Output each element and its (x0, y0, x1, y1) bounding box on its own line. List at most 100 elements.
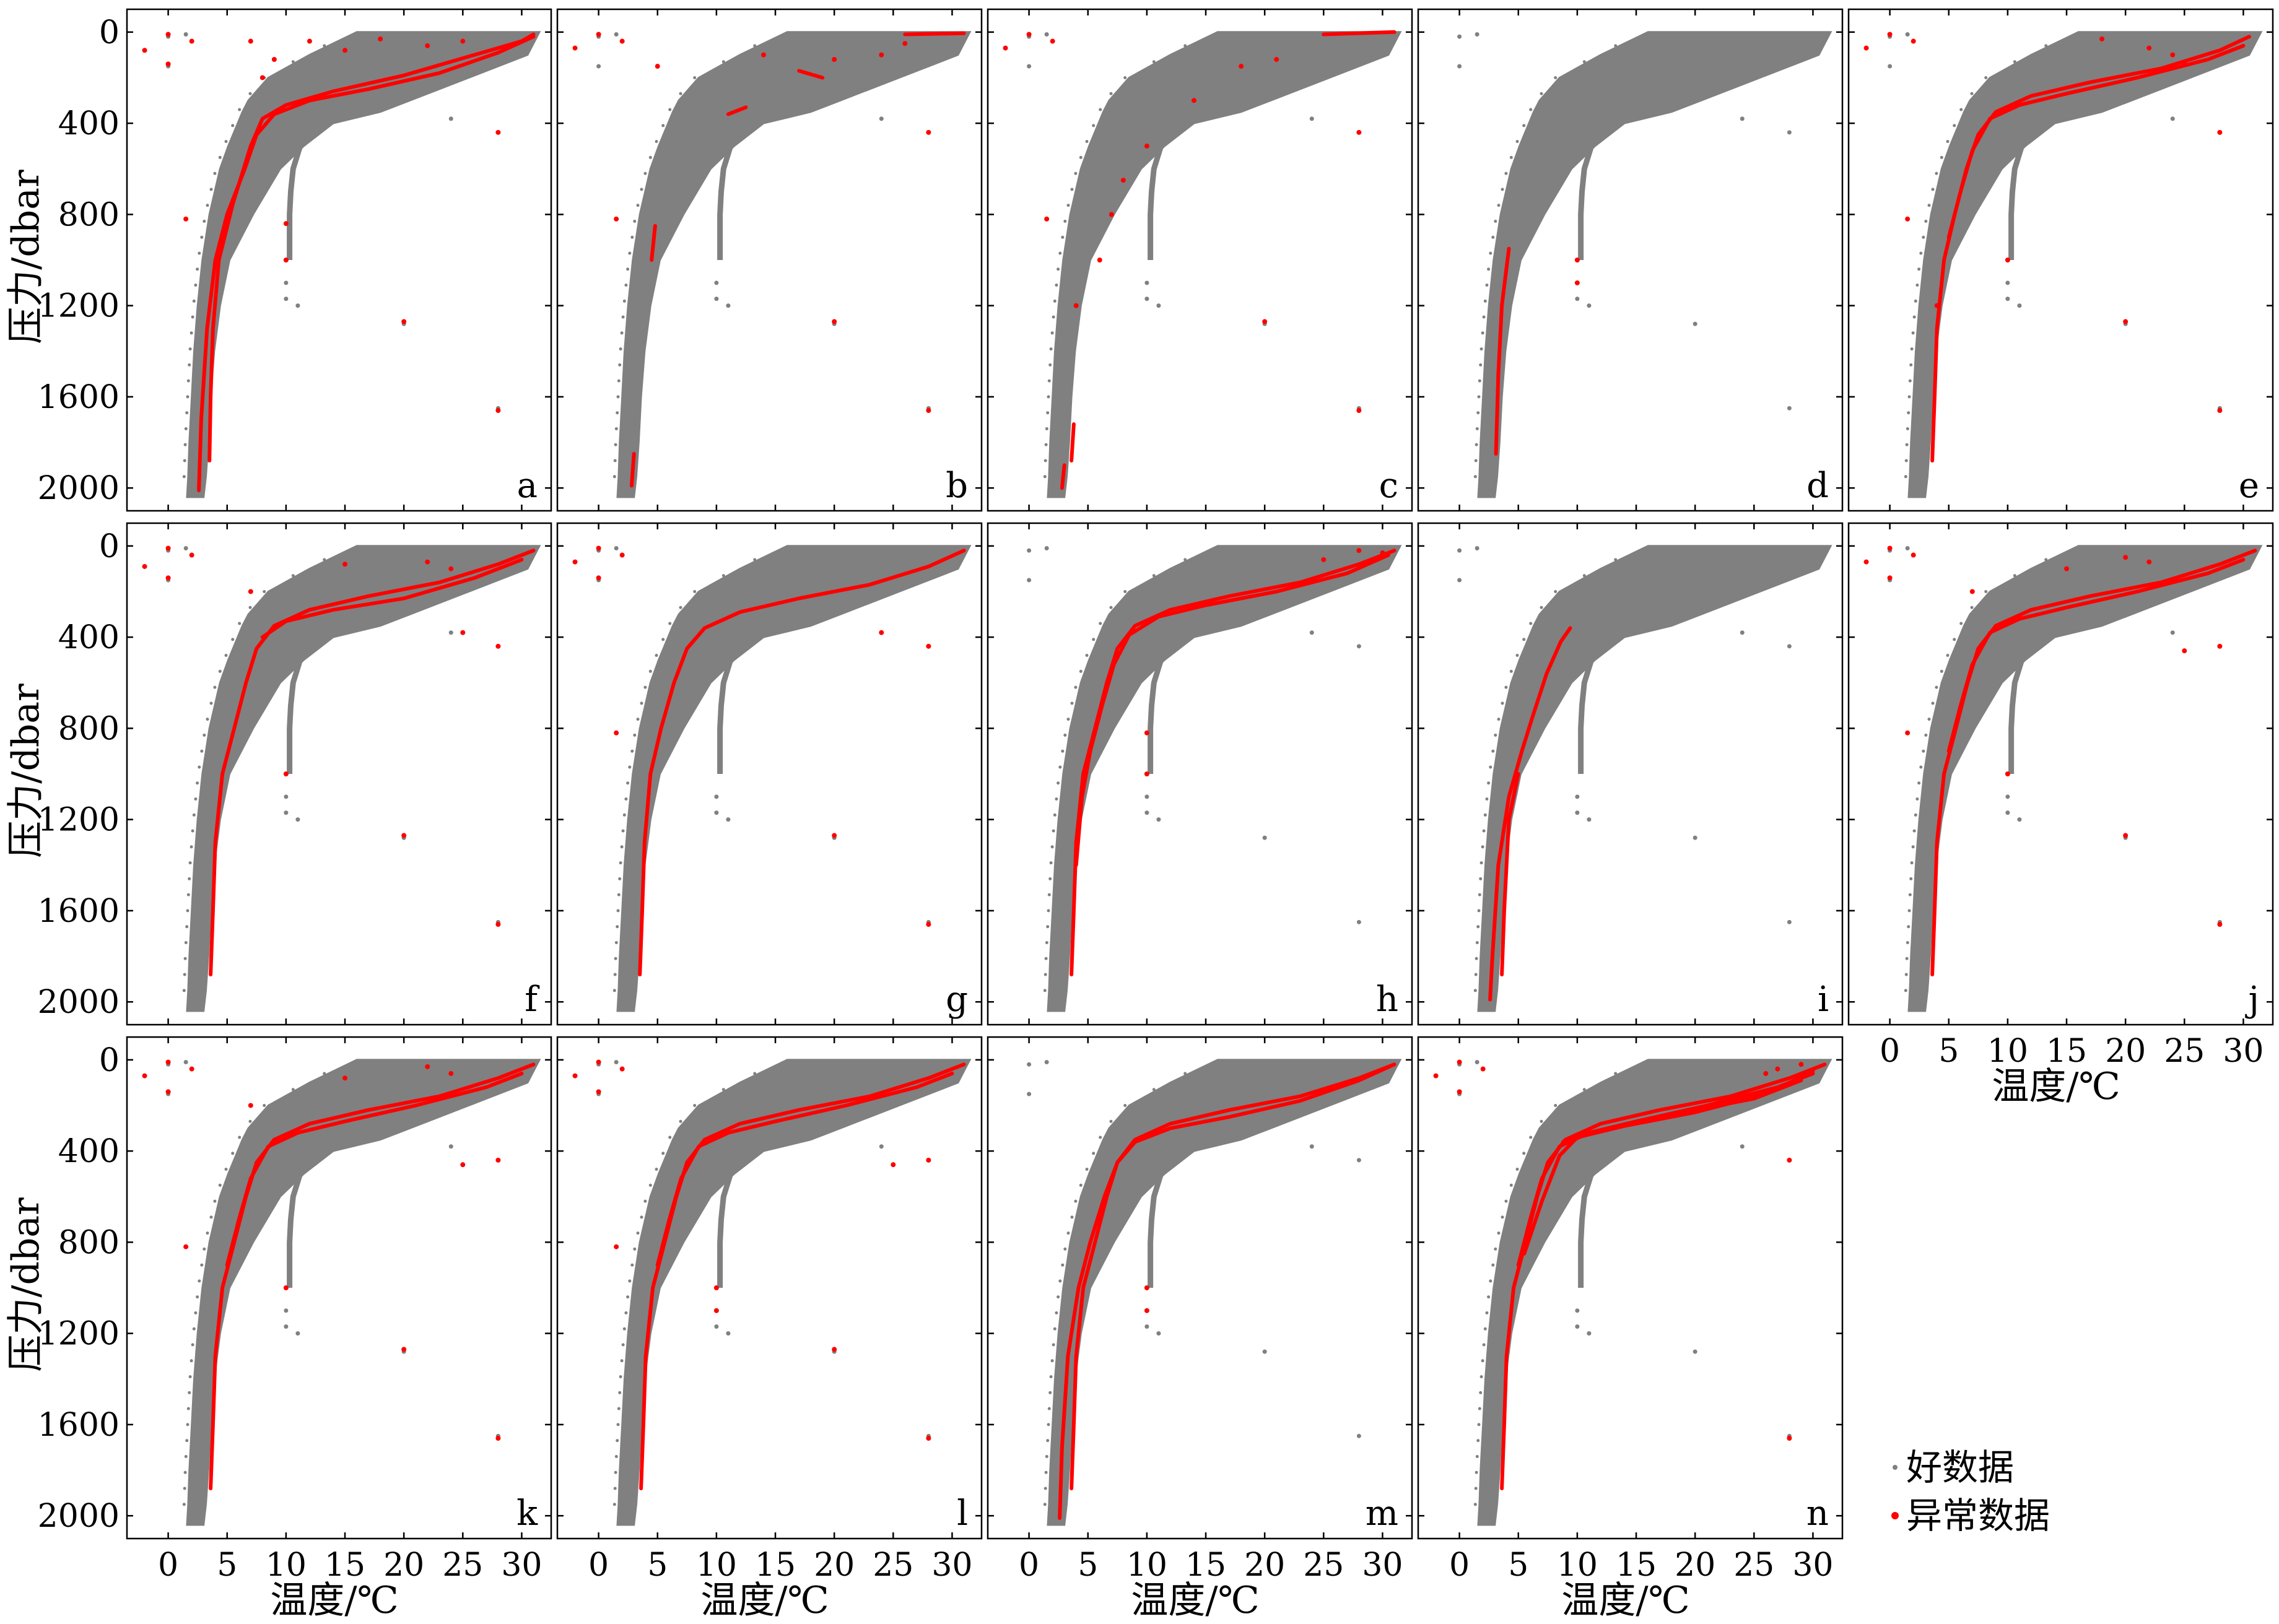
abnormal-data-point (1911, 38, 1916, 44)
x-tick-label: 25 (442, 1547, 483, 1584)
abnormal-data-point (2123, 833, 2129, 838)
good-data-point (626, 1295, 630, 1299)
abnormal-data-point (495, 922, 501, 927)
abnormal-data-point (283, 221, 289, 227)
good-data-point (626, 781, 630, 785)
good-data-band (1047, 31, 1402, 498)
good-data-point (1905, 957, 1909, 960)
good-data-point (1501, 188, 1504, 191)
plot-area (1863, 545, 2263, 1012)
panel-frame (126, 522, 552, 1026)
good-data-point (200, 749, 204, 753)
panel-frame (126, 1036, 552, 1540)
good-data-branch (2008, 145, 2024, 260)
good-data-point (231, 638, 235, 641)
good-data-point (1904, 973, 1908, 976)
abnormal-data-point (1274, 57, 1279, 62)
good-data-point (295, 303, 300, 308)
good-data-point (1473, 1503, 1477, 1506)
good-data-point (1079, 1183, 1083, 1187)
good-data-point (188, 1375, 192, 1379)
good-data-point (284, 810, 289, 815)
abnormal-data-point (271, 57, 277, 62)
good-data-point (661, 1152, 665, 1155)
good-data-point (1057, 267, 1060, 271)
good-data-point (1924, 219, 1928, 223)
good-data-point (1052, 829, 1055, 833)
good-data-point (1156, 303, 1161, 308)
plot-area (572, 545, 972, 1012)
good-data-point (618, 1391, 622, 1394)
good-data-point (1787, 919, 1792, 924)
good-data-point (1522, 1152, 1526, 1155)
good-data-point (619, 1375, 622, 1379)
good-data-point (630, 749, 634, 753)
good-data-point (661, 124, 665, 128)
abnormal-data-point (2217, 408, 2223, 413)
plot-area (1433, 1059, 1832, 1526)
good-data-point (2005, 810, 2010, 815)
abnormal-data-point (165, 1089, 171, 1095)
y-tick-label: 1200 (38, 1316, 120, 1353)
good-data-point (188, 877, 191, 880)
good-data-point (1489, 765, 1492, 769)
good-data-point (1515, 1168, 1519, 1171)
good-data-branch (1148, 145, 1164, 260)
x-tick-label: 15 (2046, 1033, 2087, 1070)
panel-label: m (1366, 1493, 1398, 1534)
good-data-point (655, 654, 658, 657)
abnormal-data-point (342, 1075, 348, 1081)
panel-frame (1417, 522, 1844, 1026)
x-tick-label: 25 (873, 1547, 913, 1584)
legend-marker-abnormal-data (1891, 1512, 1899, 1519)
x-tick-label: 20 (814, 1547, 855, 1584)
panel-label: i (1818, 979, 1829, 1020)
good-data-point (1050, 1359, 1054, 1363)
good-data-point (1044, 546, 1049, 550)
x-tick-label: 30 (2223, 1033, 2264, 1070)
good-data-point (1575, 1308, 1580, 1313)
good-data-point (622, 813, 626, 817)
y-tick-label: 0 (99, 528, 120, 565)
abnormal-data-point (283, 1285, 289, 1290)
good-data-point (1489, 251, 1492, 255)
good-data-point (679, 1119, 682, 1123)
abnormal-data-point (1457, 1059, 1462, 1065)
abnormal-data-point (307, 38, 312, 44)
good-data-point (1485, 797, 1489, 801)
good-data-point (323, 558, 326, 562)
good-data-point (1485, 284, 1489, 287)
plot-area (1003, 30, 1402, 498)
good-data-point (714, 794, 719, 799)
good-data-point (291, 60, 295, 64)
panel-l: 0 5 10 15 20 25 30 l (556, 1036, 983, 1584)
good-data-point (1049, 1375, 1053, 1379)
abnormal-data-point (1887, 32, 1893, 37)
plot-area (572, 31, 972, 498)
good-data-point (1475, 443, 1478, 446)
good-data-point (209, 701, 213, 705)
panel-frame (556, 1036, 983, 1540)
good-data-point (1046, 925, 1050, 929)
abnormal-data-point (183, 216, 189, 222)
good-data-point (1085, 654, 1089, 657)
abnormal-data-point (248, 38, 253, 44)
good-data-point (191, 315, 194, 319)
panel-label: d (1806, 466, 1829, 506)
good-data-point (1055, 1311, 1058, 1314)
abnormal-data-point (1798, 1062, 1804, 1067)
abnormal-data-point (926, 922, 931, 927)
abnormal-data-point (2217, 129, 2223, 135)
good-data-point (1922, 235, 1925, 239)
good-data-point (184, 941, 188, 944)
abnormal-data-point (165, 575, 171, 581)
x-tick-label: 10 (1987, 1033, 2028, 1070)
good-data-point (1501, 1215, 1504, 1219)
abnormal-data-profile (1058, 1062, 1397, 1520)
good-data-branch (2008, 659, 2024, 774)
good-data-point (185, 411, 189, 415)
good-data-point (1787, 130, 1792, 135)
abnormal-data-point (1887, 575, 1893, 581)
abnormal-data-point (1863, 559, 1869, 565)
